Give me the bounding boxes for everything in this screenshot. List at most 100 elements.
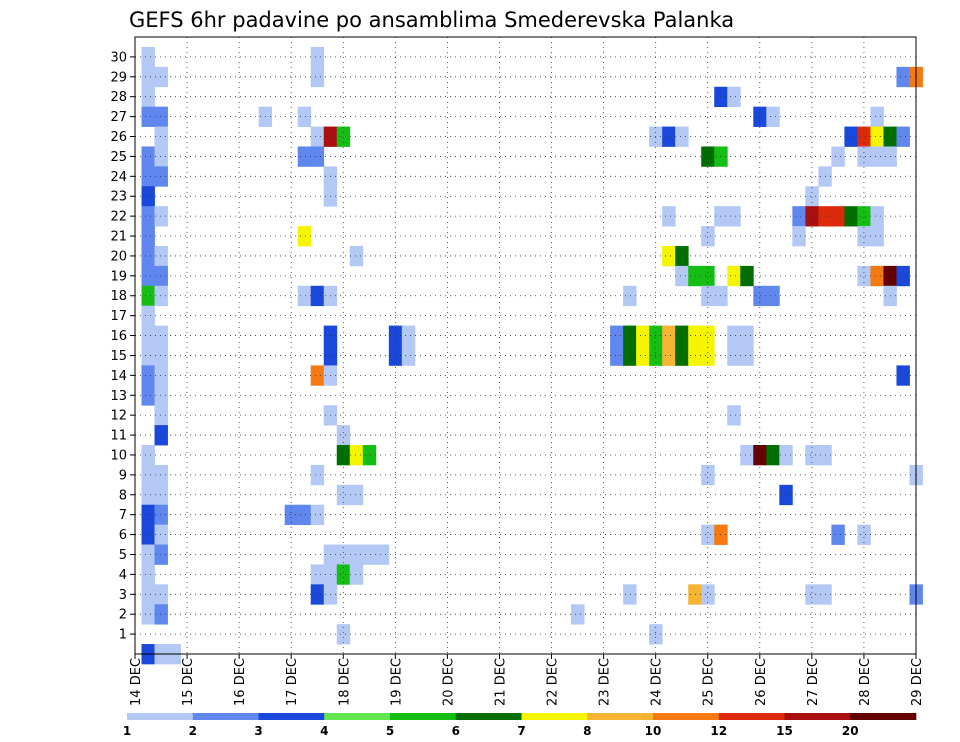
heatmap-cell <box>844 206 858 227</box>
y-tick-label: 14 <box>110 369 127 384</box>
heatmap-cells <box>141 46 923 665</box>
heatmap-cell <box>297 285 312 307</box>
heatmap-cell <box>141 305 155 326</box>
heatmap-cell <box>154 345 168 366</box>
y-tick-label: 22 <box>110 210 127 225</box>
heatmap-cell <box>870 126 884 147</box>
heatmap-cell <box>141 564 155 585</box>
heatmap-cell <box>310 66 325 88</box>
heatmap-cell <box>766 285 780 307</box>
heatmap-cell <box>766 445 780 466</box>
heatmap-cell <box>336 126 351 147</box>
plot-frame <box>134 36 917 655</box>
y-tick-label: 30 <box>110 50 127 65</box>
y-tick-label: 2 <box>119 608 127 623</box>
heatmap-cell <box>662 325 676 346</box>
legend-swatch <box>258 713 325 720</box>
heatmap-cell <box>154 106 168 127</box>
heatmap-cell <box>727 405 741 426</box>
y-tick-label: 21 <box>110 230 127 245</box>
y-tick-label: 7 <box>119 508 127 523</box>
y-tick-label: 4 <box>119 568 127 583</box>
heatmap-cell <box>805 186 819 207</box>
heatmap-cell <box>336 564 351 585</box>
heatmap-cell <box>141 484 155 506</box>
heatmap-cell <box>896 265 910 287</box>
heatmap-cell <box>154 146 168 167</box>
legend-label: 2 <box>189 724 197 738</box>
heatmap-cell <box>857 226 871 247</box>
heatmap-cell <box>336 544 351 565</box>
heatmap-cell <box>141 604 155 625</box>
y-axis: 1234567891011121314151617181920212223242… <box>110 50 135 643</box>
heatmap-cell <box>154 245 168 267</box>
heatmap-cell <box>792 206 806 227</box>
heatmap-cell <box>779 484 793 506</box>
heatmap-cell <box>154 365 168 386</box>
heatmap-cell <box>154 285 168 307</box>
heatmap-cell <box>141 544 155 565</box>
heatmap-cell <box>141 285 155 307</box>
heatmap-cell <box>401 345 416 366</box>
heatmap-cell <box>870 265 884 287</box>
heatmap-cell <box>310 464 325 486</box>
legend-swatch <box>390 713 457 720</box>
heatmap-cell <box>349 544 364 565</box>
heatmap-cell <box>623 285 637 307</box>
heatmap-cell <box>349 564 364 585</box>
legend-swatch <box>850 713 917 720</box>
y-tick-label: 16 <box>110 329 127 344</box>
heatmap-cell <box>141 146 155 167</box>
heatmap-cell <box>141 365 155 386</box>
heatmap-cell <box>154 66 168 88</box>
heatmap-cell <box>896 126 910 147</box>
heatmap-cell <box>857 524 871 545</box>
heatmap-cell <box>154 504 168 526</box>
heatmap-cell <box>154 325 168 346</box>
heatmap-cell <box>141 46 155 68</box>
heatmap-cell <box>805 445 819 466</box>
legend-swatch <box>192 713 259 720</box>
heatmap-cell <box>154 544 168 565</box>
heatmap-cell <box>740 265 754 287</box>
x-tick-label: 20 DEC <box>441 658 456 706</box>
heatmap-cell <box>297 106 312 127</box>
heatmap-cell <box>688 345 702 366</box>
heatmap-cell <box>623 584 637 605</box>
heatmap-cell <box>154 405 168 426</box>
y-tick-label: 29 <box>110 70 127 85</box>
heatmap-cell <box>779 445 793 466</box>
heatmap-cell <box>154 425 168 446</box>
heatmap-cell <box>662 126 676 147</box>
x-tick-label: 25 DEC <box>702 658 717 706</box>
legend-label: 7 <box>517 724 525 738</box>
x-tick-label: 29 DEC <box>910 658 925 706</box>
heatmap-cell <box>701 345 715 366</box>
y-tick-label: 28 <box>110 90 127 105</box>
heatmap-cell <box>727 206 741 227</box>
heatmap-cell <box>740 325 754 346</box>
y-tick-label: 12 <box>110 409 127 424</box>
heatmap-cell <box>310 365 325 386</box>
heatmap-cell <box>727 345 741 366</box>
legend-label: 5 <box>386 724 394 738</box>
heatmap-cell <box>675 325 689 346</box>
heatmap-cell <box>141 504 155 526</box>
x-tick-label: 16 DEC <box>233 658 248 706</box>
heatmap-cell <box>141 245 155 267</box>
y-tick-label: 1 <box>119 628 127 643</box>
y-tick-label: 26 <box>110 130 127 145</box>
y-tick-label: 5 <box>119 548 127 563</box>
heatmap-cell <box>401 325 416 346</box>
heatmap-cell <box>310 46 325 68</box>
heatmap-cell <box>154 126 168 147</box>
y-tick-label: 24 <box>110 170 127 185</box>
heatmap-cell <box>571 604 585 625</box>
heatmap-cell <box>701 285 715 307</box>
heatmap-cell <box>154 385 168 406</box>
heatmap-cell <box>662 245 676 267</box>
heatmap-cell <box>623 345 637 366</box>
y-tick-label: 15 <box>110 349 127 364</box>
heatmap-cell <box>727 325 741 346</box>
x-tick-label: 15 DEC <box>181 658 196 706</box>
